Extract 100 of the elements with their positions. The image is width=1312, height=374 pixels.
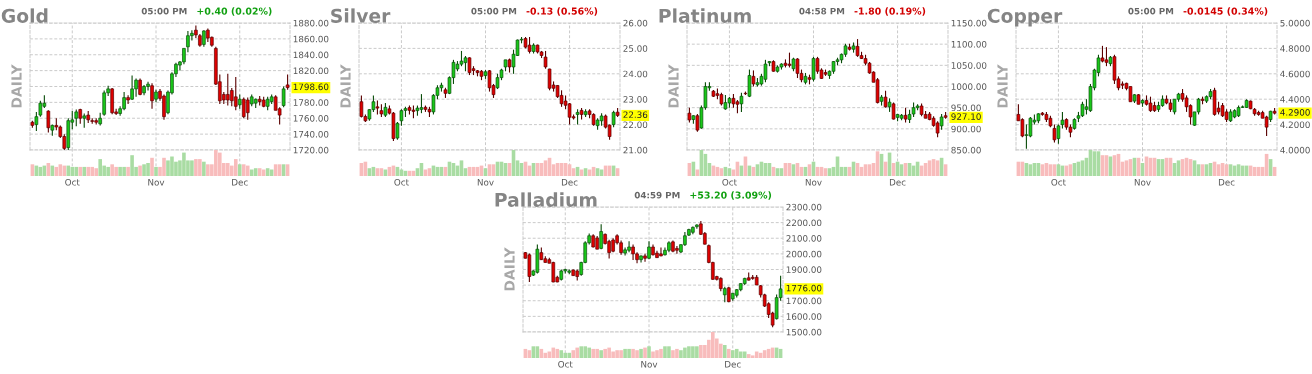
bar <box>643 347 647 358</box>
text: -0.0145 (0.34%) <box>1183 7 1268 16</box>
bar <box>237 164 242 176</box>
text: 05:00 PM <box>471 7 517 15</box>
bar <box>750 355 755 358</box>
bar <box>241 164 246 176</box>
x-tick-label: Dec <box>232 179 248 186</box>
x-tick-label: Nov <box>148 179 165 186</box>
y-tick-label: 1880.00 <box>293 19 329 27</box>
y-tick-label: 1860.00 <box>293 35 329 43</box>
bar <box>683 347 687 358</box>
y-tick-label: 1700.00 <box>786 297 822 305</box>
bar <box>663 346 667 358</box>
bar <box>106 166 110 176</box>
candlestick <box>233 76 238 111</box>
y-tick-label: 900.00 <box>951 125 981 133</box>
candlestick <box>281 85 286 108</box>
bar <box>711 332 715 358</box>
chart-title: Silver <box>331 8 391 23</box>
chart-title: Gold <box>1 8 48 23</box>
bar <box>78 166 83 176</box>
y-tick-label: 1720.00 <box>293 146 329 154</box>
bar <box>730 350 735 358</box>
bar <box>575 347 580 358</box>
bar <box>726 348 731 358</box>
bar <box>719 343 723 358</box>
bar <box>659 348 663 358</box>
text: +0.40 (0.02%) <box>197 7 272 16</box>
bar <box>623 348 627 358</box>
bar <box>639 348 643 358</box>
bar <box>619 350 623 358</box>
text: 05:00 PM <box>1128 7 1174 15</box>
candlestick <box>599 223 603 250</box>
y-axis-title: DAILY <box>11 64 22 108</box>
y-tick-label: 1100.00 <box>951 41 987 48</box>
bar <box>635 350 639 358</box>
bar <box>218 152 222 176</box>
bar <box>607 347 611 358</box>
bar <box>198 159 202 176</box>
y-tick-label: 4.0000 <box>1280 146 1310 154</box>
candlestick <box>150 82 154 110</box>
bar <box>579 346 584 358</box>
x-tick-label: Nov <box>1134 179 1151 186</box>
y-axis-title: DAILY <box>997 64 1008 108</box>
bar <box>695 346 699 358</box>
bar <box>66 165 71 176</box>
y-tick-label: 1760.00 <box>293 115 329 122</box>
bar <box>742 351 747 358</box>
y-tick-label: 23.00 <box>623 96 648 103</box>
y-tick-label: 25.00 <box>623 45 648 52</box>
candlestick <box>46 109 51 134</box>
bar <box>245 165 250 176</box>
x-tick-label: Dec <box>1218 179 1235 186</box>
bar <box>70 166 75 176</box>
x-tick-label: Dec <box>561 179 578 186</box>
bar <box>631 348 635 358</box>
y-tick-label: 22.00 <box>623 121 648 129</box>
bar <box>667 346 671 358</box>
bar <box>595 348 599 358</box>
bar <box>611 351 615 358</box>
bar <box>146 163 150 176</box>
bar <box>182 152 186 176</box>
bar <box>699 345 703 358</box>
y-tick-label: 2000.00 <box>786 250 822 258</box>
candlestick <box>126 94 130 105</box>
x-tick-label: Oct <box>65 178 80 186</box>
bar <box>214 150 218 176</box>
bar <box>138 165 142 176</box>
y-tick-label: 1500.00 <box>786 328 822 336</box>
text: 1798.60 <box>293 83 329 91</box>
x-tick-label: Dec <box>725 361 741 368</box>
bar <box>249 169 254 176</box>
y-tick-label: 2200.00 <box>786 219 822 227</box>
bar <box>675 348 679 358</box>
y-tick-label: 26.00 <box>623 19 648 27</box>
candlestick <box>811 56 816 82</box>
bar <box>98 159 102 176</box>
bar <box>162 157 166 176</box>
candlestick <box>675 245 679 255</box>
chart-title: Platinum <box>659 8 751 23</box>
candlestick <box>226 73 230 107</box>
bar <box>627 348 631 358</box>
x-tick-label: Oct <box>558 360 573 368</box>
candlestick <box>110 87 114 115</box>
bar <box>679 350 683 358</box>
bar <box>122 166 126 176</box>
y-tick-label: 1000.00 <box>951 83 987 90</box>
y-tick-label: 1780.00 <box>293 99 329 106</box>
bar <box>202 161 206 176</box>
y-tick-label: 24.00 <box>623 70 648 78</box>
bar <box>114 166 118 176</box>
bar <box>587 347 591 358</box>
bar <box>583 346 587 358</box>
bar <box>651 351 655 358</box>
y-tick-label: 1840.00 <box>293 51 329 59</box>
text: -0.13 (0.56%) <box>526 7 598 16</box>
bar <box>118 166 122 176</box>
x-tick-label: Dec <box>889 179 906 186</box>
y-tick-label: 950.00 <box>951 104 981 112</box>
bar <box>563 352 568 358</box>
